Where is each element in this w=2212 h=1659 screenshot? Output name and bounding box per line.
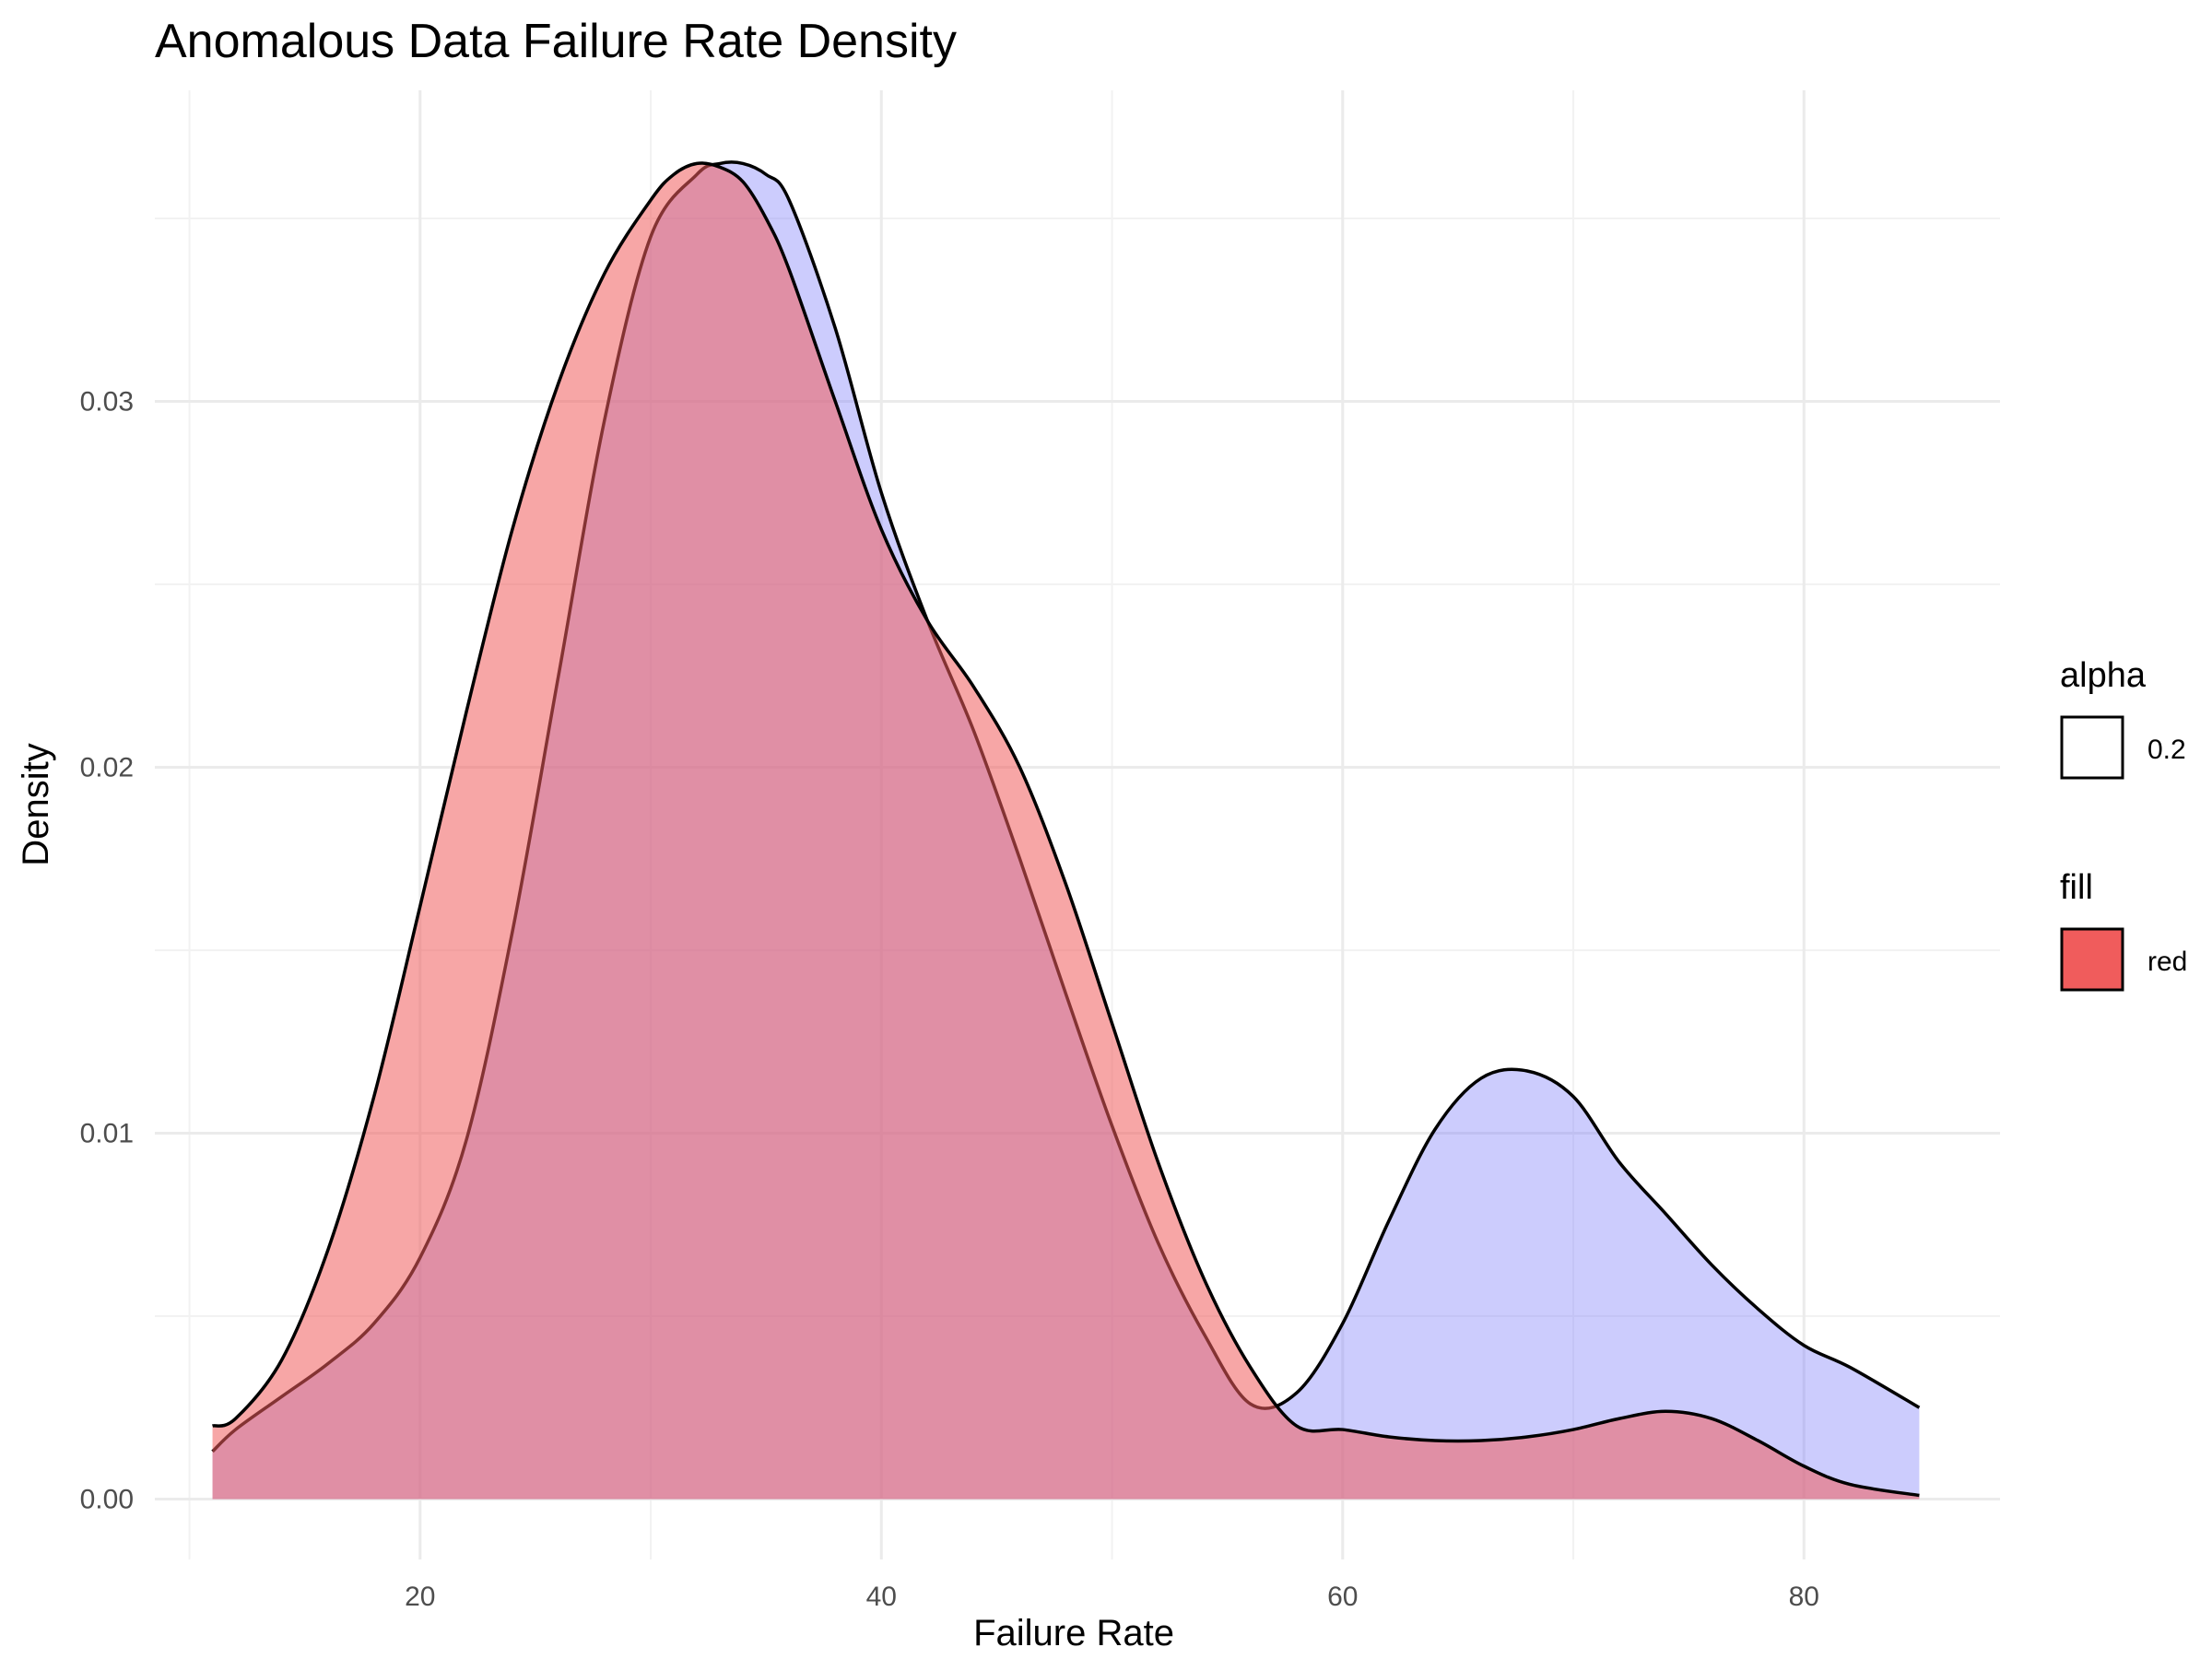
y-axis-ticks: 0.00 0.01 0.02 0.03 bbox=[80, 386, 134, 1514]
y-axis-title: Density bbox=[16, 743, 56, 865]
x-tick-label: 80 bbox=[1789, 1582, 1819, 1612]
legend-title-fill: fill bbox=[2060, 868, 2093, 907]
x-axis-title: Failure Rate bbox=[973, 1613, 1174, 1653]
legend-key-alpha bbox=[2060, 715, 2124, 780]
legend-title-alpha: alpha bbox=[2060, 656, 2147, 695]
y-tick-label: 0.02 bbox=[80, 752, 134, 782]
legend: alpha 0.2 fill red bbox=[2060, 656, 2187, 992]
x-tick-label: 20 bbox=[405, 1582, 435, 1612]
density-area-1 bbox=[212, 162, 1920, 1500]
density-series bbox=[211, 160, 1921, 1500]
y-tick-label: 0.00 bbox=[80, 1484, 134, 1514]
legend-label-alpha: 0.2 bbox=[2147, 735, 2186, 765]
density-curve-1 bbox=[212, 161, 1920, 1498]
x-axis-ticks: 20 40 60 80 bbox=[405, 1582, 1819, 1612]
y-tick-label: 0.01 bbox=[80, 1118, 134, 1148]
legend-label-fill: red bbox=[2147, 947, 2187, 977]
chart-title: Anomalous Data Failure Rate Density bbox=[155, 15, 957, 68]
x-tick-label: 60 bbox=[1327, 1582, 1358, 1612]
y-tick-label: 0.03 bbox=[80, 386, 134, 417]
x-tick-label: 40 bbox=[866, 1582, 897, 1612]
legend-key-fill bbox=[2060, 927, 2124, 992]
